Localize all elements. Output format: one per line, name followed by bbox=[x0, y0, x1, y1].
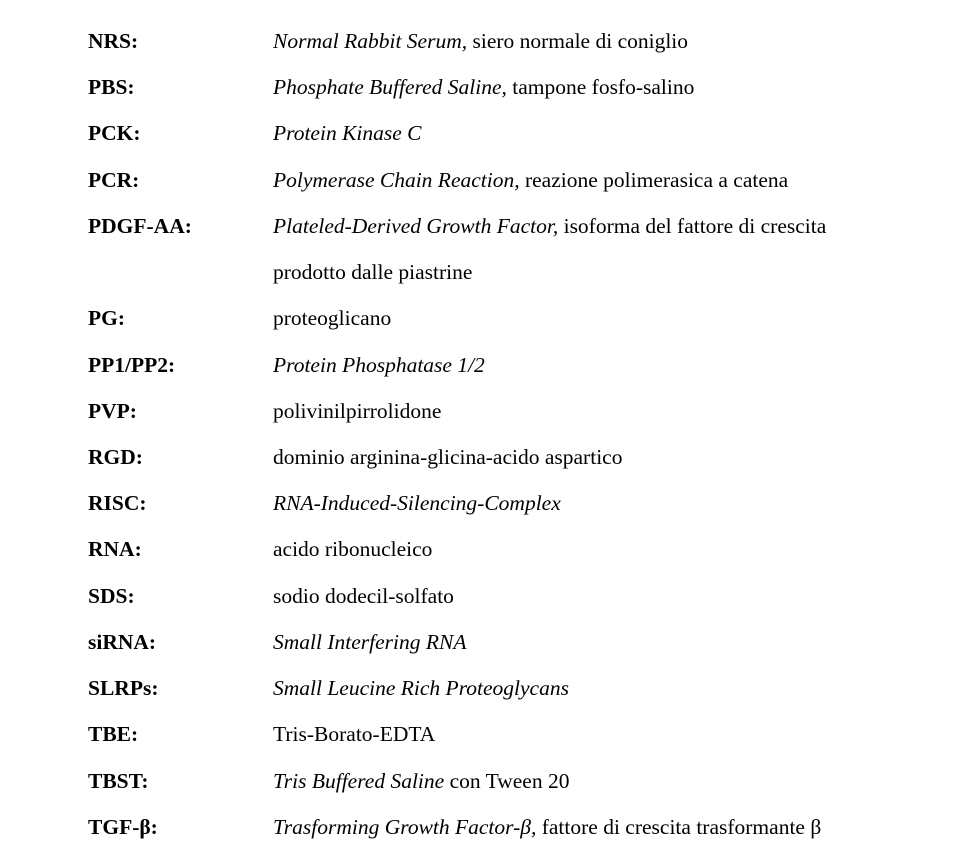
abbr-term: RGD: bbox=[88, 434, 273, 480]
abbr-rest-part: polivinilpirrolidone bbox=[273, 399, 441, 423]
abbr-definition: Phosphate Buffered Saline, tampone fosfo… bbox=[273, 64, 900, 110]
abbr-row: PCK:Protein Kinase C bbox=[88, 110, 900, 156]
abbr-definition: Polymerase Chain Reaction, reazione poli… bbox=[273, 157, 900, 203]
abbr-term: PBS: bbox=[88, 64, 273, 110]
abbr-definition: Protein Kinase C bbox=[273, 110, 900, 156]
abbr-rest-part: proteoglicano bbox=[273, 306, 391, 330]
abbr-rest-part: sodio dodecil-solfato bbox=[273, 584, 454, 608]
abbr-row: PCR:Polymerase Chain Reaction, reazione … bbox=[88, 157, 900, 203]
abbr-definition: polivinilpirrolidone bbox=[273, 388, 900, 434]
abbr-definition: Plateled-Derived Growth Factor, isoforma… bbox=[273, 203, 900, 249]
abbr-rest-part: reazione polimerasica a catena bbox=[520, 168, 789, 192]
abbr-italic-part: Tris Buffered Saline bbox=[273, 769, 444, 793]
abbr-term: siRNA: bbox=[88, 619, 273, 665]
abbr-italic-part: Protein Kinase C bbox=[273, 121, 422, 145]
abbreviation-list: NRS:Normal Rabbit Serum, siero normale d… bbox=[88, 18, 900, 850]
abbr-term: NRS: bbox=[88, 18, 273, 64]
abbr-row: PBS:Phosphate Buffered Saline, tampone f… bbox=[88, 64, 900, 110]
abbr-italic-part: Trasforming Growth Factor-β, bbox=[273, 815, 536, 839]
abbr-definition: proteoglicano bbox=[273, 295, 900, 341]
abbr-definition: RNA-Induced-Silencing-Complex bbox=[273, 480, 900, 526]
abbr-rest-part: siero normale di coniglio bbox=[467, 29, 688, 53]
abbr-rest-part: Tris-Borato-EDTA bbox=[273, 722, 435, 746]
abbr-italic-part: RNA-Induced-Silencing-Complex bbox=[273, 491, 561, 515]
abbr-row: SDS:sodio dodecil-solfato bbox=[88, 573, 900, 619]
abbr-term: PP1/PP2: bbox=[88, 342, 273, 388]
abbr-row: RNA:acido ribonucleico bbox=[88, 526, 900, 572]
abbr-row: siRNA:Small Interfering RNA bbox=[88, 619, 900, 665]
abbr-term: SDS: bbox=[88, 573, 273, 619]
abbr-rest-part: fattore di crescita trasformante β bbox=[536, 815, 821, 839]
abbr-term: RISC: bbox=[88, 480, 273, 526]
abbr-term: TGF-β: bbox=[88, 804, 273, 850]
abbr-row: prodotto dalle piastrine bbox=[88, 249, 900, 295]
abbr-italic-part: Polymerase Chain Reaction, bbox=[273, 168, 520, 192]
abbr-italic-part: Plateled-Derived Growth Factor, bbox=[273, 214, 558, 238]
abbr-italic-part: Small Interfering RNA bbox=[273, 630, 466, 654]
abbr-term: SLRPs: bbox=[88, 665, 273, 711]
abbr-rest-part: tampone fosfo-salino bbox=[507, 75, 695, 99]
abbr-rest-part: prodotto dalle piastrine bbox=[273, 260, 472, 284]
abbr-definition: prodotto dalle piastrine bbox=[273, 249, 900, 295]
abbr-row: PG: proteoglicano bbox=[88, 295, 900, 341]
abbr-row: PP1/PP2:Protein Phosphatase 1/2 bbox=[88, 342, 900, 388]
abbr-row: SLRPs:Small Leucine Rich Proteoglycans bbox=[88, 665, 900, 711]
abbr-term: TBE: bbox=[88, 711, 273, 757]
abbr-rest-part: acido ribonucleico bbox=[273, 537, 432, 561]
abbr-term: RNA: bbox=[88, 526, 273, 572]
abbr-term: PDGF-AA: bbox=[88, 203, 273, 249]
abbr-italic-part: Normal Rabbit Serum, bbox=[273, 29, 467, 53]
abbr-definition: Small Interfering RNA bbox=[273, 619, 900, 665]
abbr-term: PVP: bbox=[88, 388, 273, 434]
abbr-definition: Tris-Borato-EDTA bbox=[273, 711, 900, 757]
abbr-row: TBE:Tris-Borato-EDTA bbox=[88, 711, 900, 757]
abbr-definition: Small Leucine Rich Proteoglycans bbox=[273, 665, 900, 711]
abbr-row: RISC:RNA-Induced-Silencing-Complex bbox=[88, 480, 900, 526]
abbr-row: PVP:polivinilpirrolidone bbox=[88, 388, 900, 434]
abbr-row: TBST:Tris Buffered Saline con Tween 20 bbox=[88, 758, 900, 804]
abbr-row: PDGF-AA:Plateled-Derived Growth Factor, … bbox=[88, 203, 900, 249]
abbr-term: PCK: bbox=[88, 110, 273, 156]
abbr-definition: Normal Rabbit Serum, siero normale di co… bbox=[273, 18, 900, 64]
abbr-definition: acido ribonucleico bbox=[273, 526, 900, 572]
abbr-row: TGF-β:Trasforming Growth Factor-β, fatto… bbox=[88, 804, 900, 850]
abbr-italic-part: Small Leucine Rich Proteoglycans bbox=[273, 676, 569, 700]
abbr-italic-part: Phosphate Buffered Saline, bbox=[273, 75, 507, 99]
abbr-rest-part: con Tween 20 bbox=[444, 769, 569, 793]
abbr-rest-part: isoforma del fattore di crescita bbox=[558, 214, 826, 238]
abbr-row: RGD:dominio arginina-glicina-acido aspar… bbox=[88, 434, 900, 480]
abbr-definition: Tris Buffered Saline con Tween 20 bbox=[273, 758, 900, 804]
abbr-italic-part: Protein Phosphatase 1/2 bbox=[273, 353, 485, 377]
abbr-definition: sodio dodecil-solfato bbox=[273, 573, 900, 619]
abbr-rest-part: dominio arginina-glicina-acido aspartico bbox=[273, 445, 622, 469]
abbr-definition: dominio arginina-glicina-acido aspartico bbox=[273, 434, 900, 480]
abbr-term: PG: bbox=[88, 295, 273, 341]
abbr-definition: Trasforming Growth Factor-β, fattore di … bbox=[273, 804, 900, 850]
abbr-term: TBST: bbox=[88, 758, 273, 804]
abbr-definition: Protein Phosphatase 1/2 bbox=[273, 342, 900, 388]
abbr-term: PCR: bbox=[88, 157, 273, 203]
abbr-row: NRS:Normal Rabbit Serum, siero normale d… bbox=[88, 18, 900, 64]
